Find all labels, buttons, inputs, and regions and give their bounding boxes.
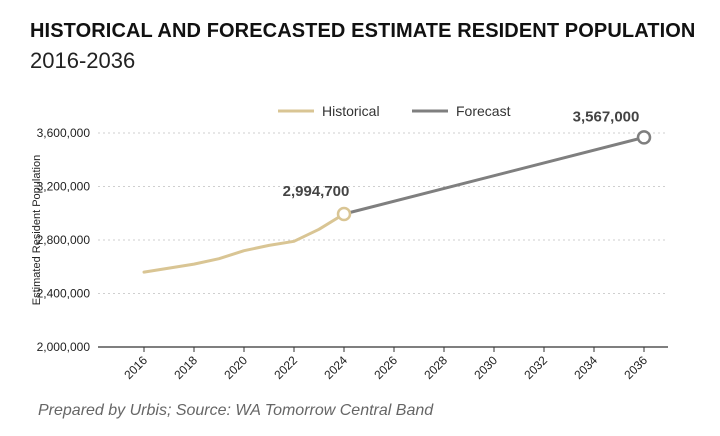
y-axis-label: Estimated Resident Population xyxy=(31,155,43,305)
x-tick-label: 2016 xyxy=(121,353,150,382)
x-tick-label: 2022 xyxy=(271,353,300,382)
point-marker-2036 xyxy=(636,130,652,145)
x-tick-label: 2020 xyxy=(221,353,250,382)
x-tick-label: 2036 xyxy=(621,353,650,382)
y-tick-label: 3,200,000 xyxy=(37,180,91,194)
chart-title: HISTORICAL AND FORECASTED ESTIMATE RESID… xyxy=(30,20,696,42)
series-line-historical xyxy=(142,212,346,274)
point-marker-2024 xyxy=(336,206,352,222)
series-line-forecast xyxy=(342,135,646,216)
x-tick-label: 2026 xyxy=(371,353,400,382)
chart-source-note: Prepared by Urbis; Source: WA Tomorrow C… xyxy=(38,402,434,419)
data-label-2024: 2,994,700 xyxy=(283,183,350,200)
legend-label-historical: Historical xyxy=(322,103,380,119)
x-tick-label: 2032 xyxy=(521,353,550,382)
x-tick-label: 2018 xyxy=(171,353,200,382)
data-label-2036: 3,567,000 xyxy=(573,108,640,125)
y-tick-label: 2,800,000 xyxy=(37,233,91,247)
y-tick-label: 2,400,000 xyxy=(37,287,91,301)
legend-label-forecast: Forecast xyxy=(456,103,511,119)
x-tick-label: 2030 xyxy=(471,353,500,382)
chart-subtitle: 2016-2036 xyxy=(30,48,136,73)
x-tick-label: 2024 xyxy=(321,353,350,382)
x-tick-label: 2034 xyxy=(571,353,600,382)
y-tick-label: 2,000,000 xyxy=(37,340,91,354)
x-tick-label: 2028 xyxy=(421,353,450,382)
y-tick-label: 3,600,000 xyxy=(37,126,91,140)
